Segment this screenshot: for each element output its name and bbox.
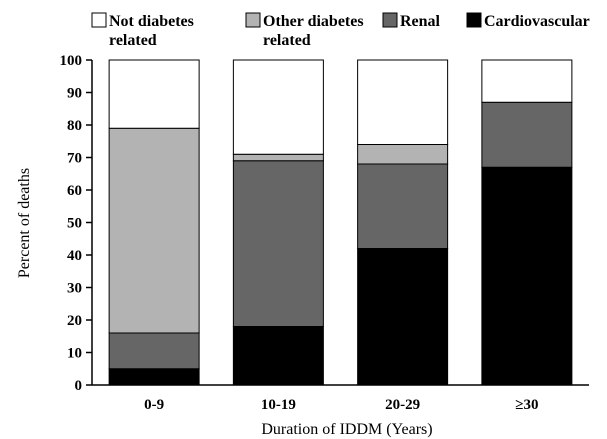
x-axis-title: Duration of IDDM (Years) bbox=[261, 421, 432, 438]
legend-label-other-diabetes-related: related bbox=[263, 32, 311, 49]
bar-segment-cardiovascular-30 bbox=[481, 166, 573, 386]
legend-swatch-other-diabetes-related bbox=[245, 12, 261, 28]
y-tick-label: 60 bbox=[67, 183, 82, 199]
legend-label-renal: Renal bbox=[400, 13, 441, 30]
legend-label-cardiovascular: Cardiovascular bbox=[484, 13, 590, 30]
legend-swatch-renal bbox=[382, 12, 398, 28]
y-tick-label: 10 bbox=[67, 346, 82, 362]
bar-segment-renal-0-9 bbox=[108, 332, 200, 370]
x-axis: 0-9 10-19 20-29 ≥30 bbox=[92, 384, 589, 413]
y-axis-title: Percent of deaths bbox=[16, 168, 33, 278]
bar-segment-other-diabetes-related-20-29 bbox=[357, 144, 449, 165]
bar-segment-not-diabetes-related-0-9 bbox=[108, 59, 200, 129]
bar-segment-renal-30 bbox=[481, 101, 573, 168]
y-tick-label: 20 bbox=[67, 313, 82, 329]
legend-swatch-cardiovascular bbox=[466, 12, 482, 28]
y-axis: 0 10 20 30 40 50 60 70 80 90 100 bbox=[60, 53, 93, 394]
bar-segment-cardiovascular-20-29 bbox=[357, 248, 449, 386]
bar-segment-renal-20-29 bbox=[357, 163, 449, 249]
legend-swatch-not-diabetes-related bbox=[91, 12, 107, 28]
x-tick-label: 0-9 bbox=[144, 397, 164, 413]
bar-segment-cardiovascular-10-19 bbox=[232, 326, 324, 386]
bar-segment-other-diabetes-related-10-19 bbox=[232, 153, 324, 162]
plot-area bbox=[108, 59, 573, 386]
y-tick-label: 80 bbox=[67, 118, 82, 134]
legend-label-not-diabetes-related: related bbox=[109, 32, 157, 49]
legend: Not diabetes related Other diabetes related… bbox=[91, 12, 590, 49]
x-tick-label: ≥30 bbox=[515, 397, 538, 413]
bar-segment-not-diabetes-related-20-29 bbox=[357, 59, 449, 145]
bar-segment-renal-10-19 bbox=[232, 160, 324, 327]
legend-label-not-diabetes-related: Not diabetes bbox=[109, 13, 194, 30]
y-tick-label: 50 bbox=[67, 216, 82, 232]
y-tick-label: 70 bbox=[67, 151, 82, 167]
bar-segment-cardiovascular-0-9 bbox=[108, 368, 200, 386]
x-tick-label: 20-29 bbox=[385, 397, 420, 413]
bar-segment-not-diabetes-related-30 bbox=[481, 59, 573, 103]
bar-segment-not-diabetes-related-10-19 bbox=[232, 59, 324, 155]
x-tick-label: 10-19 bbox=[261, 397, 296, 413]
y-tick-label: 40 bbox=[67, 248, 82, 264]
bar-segment-other-diabetes-related-0-9 bbox=[108, 127, 200, 334]
y-tick-label: 30 bbox=[67, 281, 82, 297]
y-tick-label: 100 bbox=[60, 53, 83, 69]
legend-label-other-diabetes-related: Other diabetes bbox=[263, 13, 364, 30]
y-tick-label: 0 bbox=[75, 378, 83, 394]
y-tick-label: 90 bbox=[67, 86, 82, 102]
